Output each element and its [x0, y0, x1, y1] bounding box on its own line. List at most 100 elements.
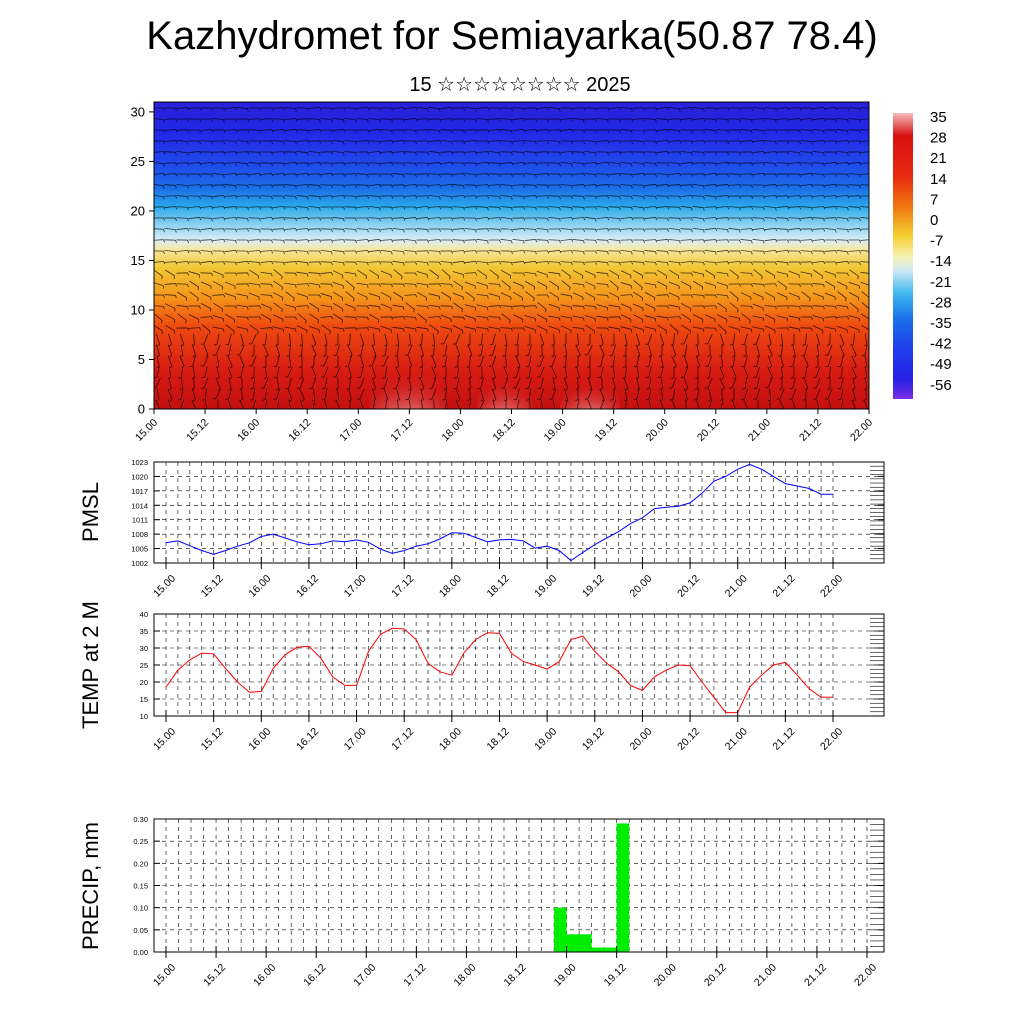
- wind-barb: [440, 314, 452, 320]
- wind-barb-flag: [736, 298, 739, 302]
- wind-barb: [215, 388, 221, 400]
- wind-barb: [524, 162, 536, 164]
- wind-barb-flag: [439, 283, 442, 287]
- wind-barb: [380, 292, 392, 298]
- wind-barb-flag: [156, 399, 160, 402]
- wind-barb: [428, 206, 440, 208]
- wind-barb: [431, 377, 437, 389]
- wind-barb: [584, 173, 596, 175]
- wind-barb-flag: [539, 355, 543, 358]
- wind-barb: [224, 195, 236, 197]
- wind-barb-flag: [583, 207, 585, 211]
- wind-barb-flag: [847, 272, 849, 277]
- wind-barb: [168, 377, 172, 389]
- wind-barb-flag: [751, 107, 754, 111]
- wind-barb-flag: [715, 239, 718, 243]
- wind-barb: [648, 355, 652, 367]
- wind-barb: [660, 355, 664, 367]
- wind-barb-flag: [655, 217, 658, 221]
- wind-barb-flag: [535, 185, 537, 189]
- wind-barb-flag: [235, 206, 238, 210]
- wind-barb: [692, 107, 704, 109]
- wind-barb-flag: [415, 217, 418, 221]
- wind-barb: [647, 333, 653, 345]
- wind-barb-flag: [551, 355, 555, 358]
- wind-barb: [524, 184, 536, 186]
- wind-barb: [668, 140, 680, 142]
- wind-barb-flag: [199, 129, 201, 133]
- wind-barb-flag: [361, 365, 364, 369]
- wind-barb-flag: [235, 305, 237, 309]
- wind-barb-flag: [391, 130, 393, 134]
- wind-barb-flag: [247, 185, 249, 189]
- wind-barb-flag: [859, 119, 861, 123]
- wind-barb: [680, 303, 692, 309]
- wind-barb-flag: [571, 229, 573, 233]
- wind-barb-flag: [595, 118, 597, 122]
- wind-barb-flag: [403, 229, 405, 233]
- wind-barb-flag: [271, 129, 274, 133]
- wind-barb-flag: [235, 129, 238, 133]
- wind-barb: [467, 344, 473, 356]
- wind-barb-flag: [835, 173, 838, 177]
- wind-barb: [704, 261, 716, 263]
- wind-barb-flag: [391, 251, 393, 255]
- colorbar-label: -28: [930, 294, 952, 311]
- wind-barb-flag: [347, 410, 350, 411]
- wind-barb: [861, 324, 869, 331]
- wind-barb: [428, 106, 440, 110]
- wind-barb: [320, 173, 332, 175]
- wind-barb-flag: [763, 284, 765, 288]
- wind-barb: [572, 315, 584, 319]
- wind-barb-flag: [547, 129, 550, 133]
- wind-barb: [656, 239, 668, 241]
- y-tick-label: 35: [140, 627, 148, 636]
- wind-barb: [392, 151, 404, 153]
- wind-barb-flag: [730, 366, 734, 368]
- wind-barb: [224, 206, 236, 208]
- wind-barb-flag: [667, 119, 669, 123]
- wind-barb-flag: [801, 377, 806, 379]
- wind-barb-flag: [511, 152, 513, 156]
- wind-barb: [551, 366, 557, 378]
- wind-barb-flag: [211, 218, 213, 222]
- wind-barb: [764, 217, 776, 219]
- wind-barb: [491, 377, 497, 389]
- wind-barb-flag: [866, 410, 868, 412]
- wind-barb: [301, 344, 303, 356]
- wind-barb: [272, 228, 284, 230]
- wind-barb: [176, 283, 188, 285]
- wind-barb-flag: [221, 308, 224, 312]
- x-tick-label: 21.00: [723, 726, 750, 753]
- wind-barb: [680, 239, 692, 241]
- wind-barb-flag: [595, 195, 597, 200]
- wind-barb-flag: [622, 355, 626, 357]
- wind-barb: [481, 333, 483, 345]
- wind-barb-flag: [223, 239, 226, 243]
- wind-barb-flag: [643, 217, 646, 221]
- wind-barb: [596, 161, 608, 165]
- wind-barb-flag: [415, 261, 418, 265]
- wind-barb: [356, 228, 368, 230]
- wind-barb: [656, 315, 668, 319]
- wind-barb-flag: [355, 217, 357, 222]
- wind-barb-flag: [161, 276, 163, 280]
- wind-barb-flag: [391, 173, 393, 177]
- wind-barb-flag: [408, 388, 412, 391]
- wind-barb-flag: [691, 195, 694, 199]
- wind-barb: [404, 326, 416, 330]
- wind-barb: [479, 355, 485, 367]
- wind-barb: [536, 151, 548, 153]
- wind-barb-flag: [751, 184, 753, 189]
- wind-barb: [668, 292, 680, 298]
- wind-barb: [524, 239, 536, 241]
- wind-barb-flag: [751, 251, 753, 255]
- wind-barb: [469, 355, 471, 367]
- wind-barb: [861, 313, 869, 320]
- wind-barb-flag: [811, 239, 814, 243]
- wind-barb: [851, 344, 857, 356]
- wind-barb-flag: [523, 152, 525, 156]
- y-tick-label: 30: [140, 644, 148, 653]
- wind-barb: [644, 205, 656, 209]
- wind-barb-flag: [463, 217, 466, 221]
